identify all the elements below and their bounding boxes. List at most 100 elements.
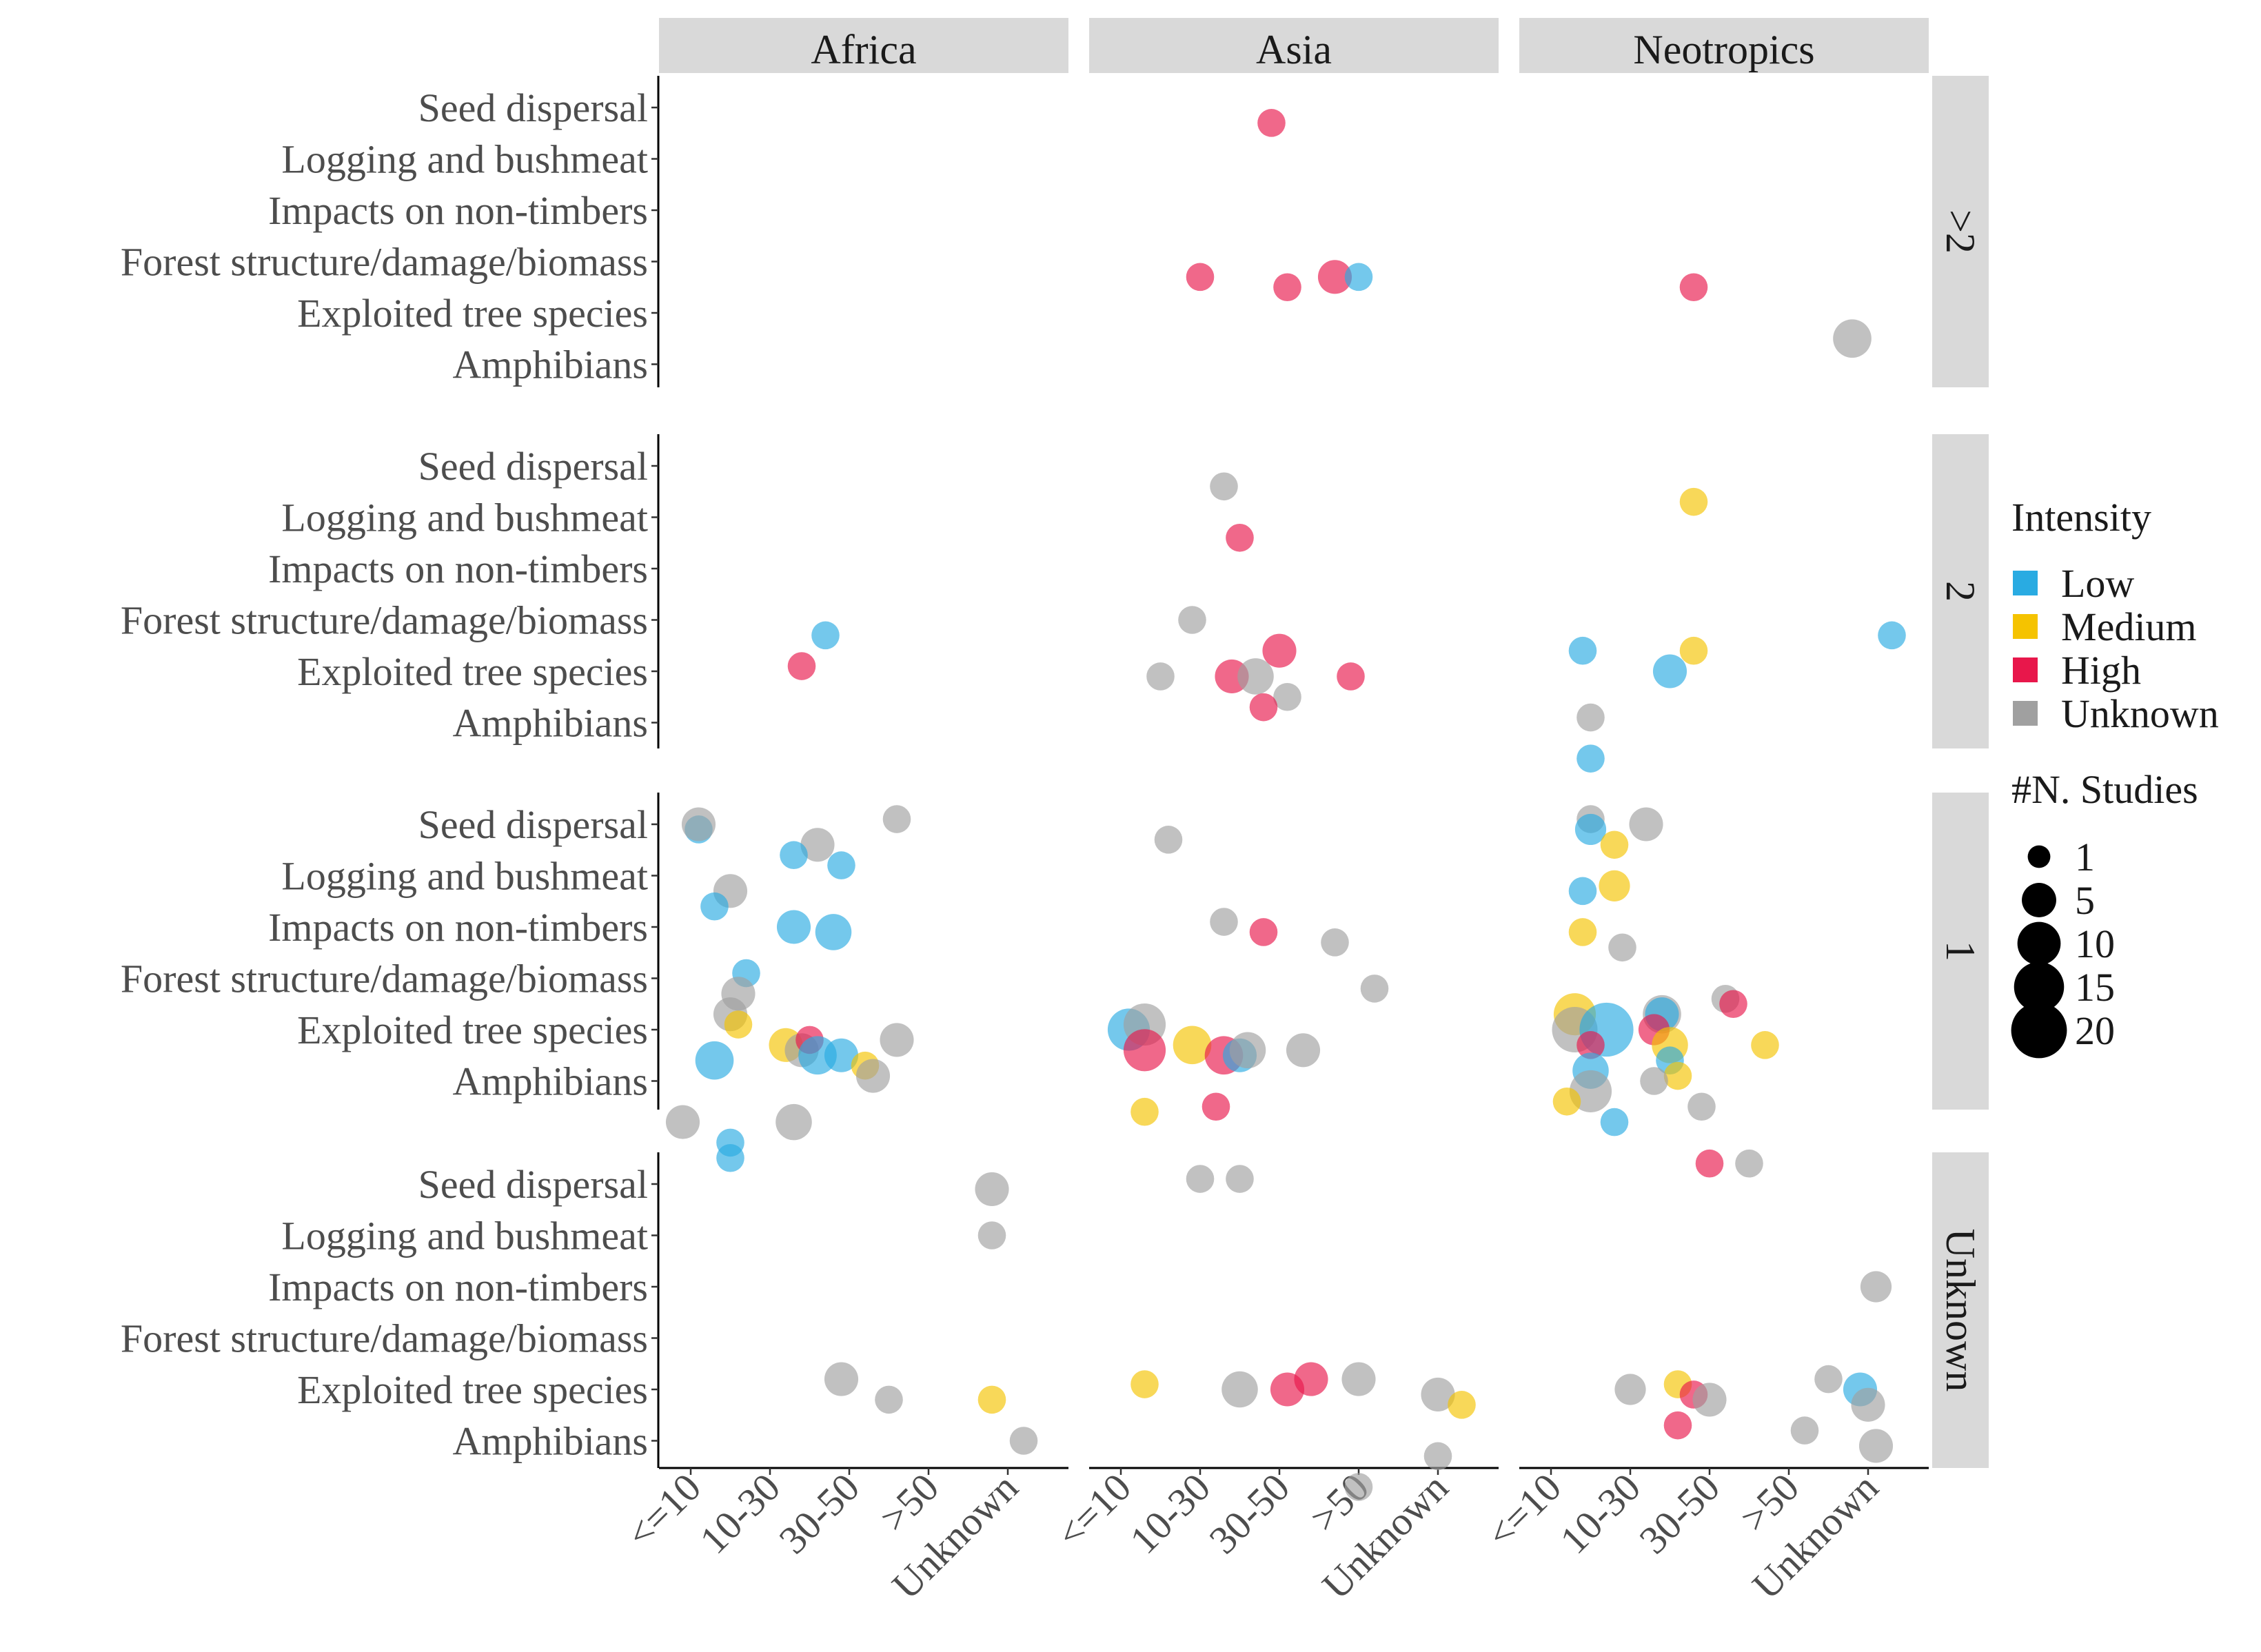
point-unknown (1221, 1371, 1258, 1408)
point-unknown (855, 1059, 891, 1093)
legend-label-medium: Medium (2061, 604, 2197, 649)
point-high (1576, 1031, 1605, 1059)
point-low (716, 1143, 744, 1172)
legend-size-key-10 (2017, 921, 2061, 966)
point-unknown (1210, 472, 1238, 501)
x-tick-label: 30-50 (1631, 1465, 1729, 1562)
point-unknown (1154, 826, 1183, 854)
point-unknown (1321, 928, 1349, 957)
row-strip-label: 1 (1938, 941, 1983, 961)
point-low (776, 910, 811, 944)
point-unknown (880, 1023, 914, 1057)
point-unknown (1687, 1092, 1716, 1121)
point-unknown (1009, 1427, 1038, 1455)
col-strip-label: Neotropics (1633, 27, 1814, 72)
point-high (1337, 662, 1365, 691)
point-unknown (1735, 1149, 1763, 1178)
point-medium (1663, 1061, 1692, 1090)
point-unknown (875, 1385, 903, 1414)
point-low (695, 1041, 734, 1080)
point-high (1663, 1411, 1692, 1440)
y-tick-label: Seed dispersal (418, 85, 648, 130)
point-unknown (775, 1103, 812, 1141)
col-strip-label: Asia (1256, 27, 1332, 72)
point-unknown (665, 1105, 700, 1139)
point-low (1600, 1108, 1629, 1136)
point-medium (1679, 487, 1708, 516)
legend-key-unknown (2013, 701, 2038, 726)
point-medium (1679, 636, 1708, 665)
point-unknown (1421, 1377, 1455, 1412)
y-tick-label: Logging and bushmeat (281, 137, 648, 182)
y-tick-label: Forest structure/damage/biomass (121, 240, 648, 285)
legend-label-high: High (2061, 648, 2141, 693)
legend-key-high (2013, 657, 2038, 682)
y-tick-label: Exploited tree species (297, 291, 648, 336)
point-medium (1599, 870, 1630, 902)
y-tick-label: Impacts on non-timbers (268, 1265, 648, 1309)
point-unknown (977, 1221, 1006, 1250)
y-tick-label: Impacts on non-timbers (268, 905, 648, 950)
point-low (811, 621, 840, 650)
point-unknown (1237, 658, 1274, 695)
point-high (1294, 1362, 1328, 1396)
point-low (1652, 654, 1687, 689)
facet-strips: Africa Asia Neotropics >2 2 1 Unknown (659, 18, 1989, 1468)
point-medium (1552, 1088, 1581, 1116)
x-tick-label: <=10 (1048, 1465, 1139, 1556)
row-strip-label: 2 (1938, 581, 1983, 602)
point-low (827, 851, 855, 879)
y-tick-label: Logging and bushmeat (281, 1214, 648, 1258)
point-low (1568, 636, 1597, 665)
point-low (1568, 877, 1597, 906)
legend-size-label-5: 5 (2075, 878, 2095, 923)
point-unknown (1423, 1442, 1452, 1471)
point-unknown (681, 807, 716, 842)
legend-size-key-1 (2027, 845, 2051, 868)
point-unknown (975, 1172, 1009, 1207)
point-unknown (1860, 1271, 1892, 1303)
point-unknown (1614, 1374, 1646, 1405)
y-tick-label: Forest structure/damage/biomass (121, 957, 648, 1001)
x-tick-label: 10-30 (691, 1465, 789, 1562)
row-strip-bg (1932, 76, 1989, 387)
y-tick-label: Seed dispersal (418, 1162, 648, 1207)
point-medium (1568, 918, 1597, 946)
legend-size-key-5 (2022, 883, 2056, 917)
point-unknown (1629, 807, 1663, 842)
col-strip-neotropics: Neotropics (1519, 18, 1929, 73)
point-medium (1448, 1391, 1476, 1419)
point-high (1257, 109, 1286, 137)
point-unknown (1344, 1473, 1373, 1501)
point-low (700, 892, 729, 921)
legend-size-label-1: 1 (2075, 835, 2095, 879)
point-high (1226, 524, 1254, 552)
point-unknown (1790, 1416, 1819, 1445)
col-strip-africa: Africa (659, 18, 1068, 73)
y-tick-label: Logging and bushmeat (281, 854, 648, 899)
row-strip-2: 2 (1932, 434, 1989, 748)
legend-studies-title: #N. Studies (2011, 767, 2198, 812)
y-tick-label: Amphibians (452, 1059, 648, 1104)
data-points (665, 109, 1906, 1501)
col-strip-bg (1519, 18, 1929, 73)
point-low (1344, 263, 1373, 292)
point-unknown (1851, 1387, 1885, 1422)
point-unknown (1146, 662, 1175, 691)
point-medium (1751, 1031, 1779, 1059)
point-low (824, 1038, 859, 1072)
point-low (815, 914, 852, 950)
legend-label-low: Low (2061, 561, 2134, 606)
x-tick-label: 30-50 (1201, 1465, 1299, 1562)
point-unknown (1576, 703, 1605, 732)
point-medium (1130, 1097, 1159, 1126)
y-tick-label: Exploited tree species (297, 649, 648, 694)
row-strip-2: >2 (1932, 76, 1989, 387)
y-tick-label: Exploited tree species (297, 1008, 648, 1052)
row-strip-label: Unknown (1938, 1229, 1983, 1392)
y-tick-label: Exploited tree species (297, 1367, 648, 1412)
point-unknown (1608, 933, 1636, 962)
x-tick-label: <=10 (618, 1465, 709, 1556)
legend-key-low (2013, 571, 2038, 595)
